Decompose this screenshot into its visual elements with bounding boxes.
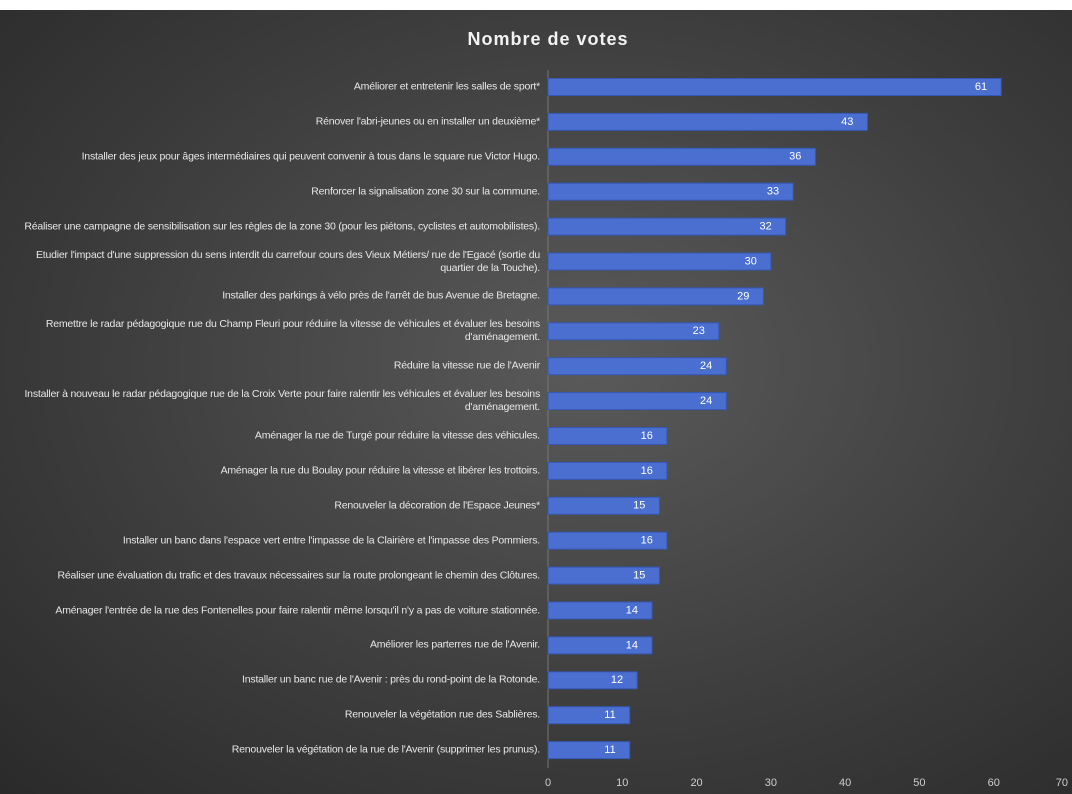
data-label: 24 [700,360,712,372]
category-label: Etudier l'impact d'une suppression du se… [35,248,540,274]
category-label: Installer des jeux pour âges intermédiai… [81,150,541,163]
category-label: Renouveler la végétation rue des Sablièr… [344,708,540,721]
category-label: Rénover l'abri-jeunes ou en installer un… [315,115,541,128]
bar [547,112,868,131]
x-tick-label: 10 [616,777,628,789]
category-label: Installer à nouveau le radar pédagogique… [24,388,540,414]
x-tick-label: 20 [690,777,702,789]
bar [547,147,816,166]
bar [547,217,787,236]
chart-title: Nombre de votes [467,29,628,49]
data-label: 36 [789,151,801,163]
data-label: 14 [626,604,638,616]
category-label: Améliorer les parterres rue de l'Avenir. [369,638,540,651]
bar [547,287,764,306]
category-label: Aménager la rue du Boulay pour réduire l… [220,464,541,477]
bar [547,252,772,271]
category-label: Renforcer la signalisation zone 30 sur l… [311,185,540,198]
category-label: Installer un banc rue de l'Avenir : près… [242,673,540,686]
category-label: Aménager l'entrée de la rue des Fontenel… [55,604,540,616]
category-label: Améliorer et entretenir les salles de sp… [353,80,540,93]
category-label: Installer un banc dans l'espace vert ent… [122,534,540,547]
data-label: 15 [633,500,645,512]
category-label: Remettre le radar pédagogique rue du Cha… [45,318,540,344]
bar [547,182,794,201]
x-tick-label: 70 [1056,777,1068,789]
data-label: 33 [767,186,779,198]
data-label: 16 [641,465,653,477]
x-tick-label: 50 [913,777,925,789]
x-tick-label: 30 [765,777,777,789]
data-label: 16 [641,430,653,442]
category-label: Renouveler la décoration de l'Espace Jeu… [334,499,540,512]
category-label: Installer des parkings à vélo près de l'… [222,289,540,302]
bar [547,601,653,620]
bar [547,671,638,690]
category-label: Réaliser une campagne de sensibilisation… [24,220,540,233]
bar [547,496,660,515]
data-label: 61 [975,81,987,93]
data-label: 12 [611,674,623,686]
bar [547,322,720,341]
bar [547,427,668,445]
x-tick-label: 0 [545,777,551,789]
chart-background [0,10,1072,794]
bar [547,357,727,376]
x-tick-label: 60 [988,777,1000,789]
data-label: 32 [759,221,771,233]
bar [547,392,727,411]
bar [547,706,631,725]
data-label: 11 [604,744,615,756]
category-label: Réaliser une évaluation du trafic et des… [57,569,541,582]
x-tick-label: 40 [839,777,851,789]
data-label: 15 [633,570,645,582]
bar [547,741,631,760]
data-label: 23 [693,325,705,337]
data-label: 43 [841,116,853,128]
bar [547,531,668,550]
data-label: 24 [700,395,712,407]
category-label: Réduire la vitesse rue de l'Avenir [393,359,540,372]
data-label: 16 [641,535,653,547]
bar [547,636,653,655]
bar [547,461,668,480]
data-label: 29 [737,290,749,302]
data-label: 11 [604,709,615,721]
data-label: 14 [626,639,638,651]
data-label: 30 [745,255,757,267]
bar [547,566,660,585]
bar [547,78,1002,96]
category-label: Aménager la rue de Turgé pour réduire la… [254,429,540,442]
category-label: Renouveler la végétation de la rue de l'… [231,743,540,756]
